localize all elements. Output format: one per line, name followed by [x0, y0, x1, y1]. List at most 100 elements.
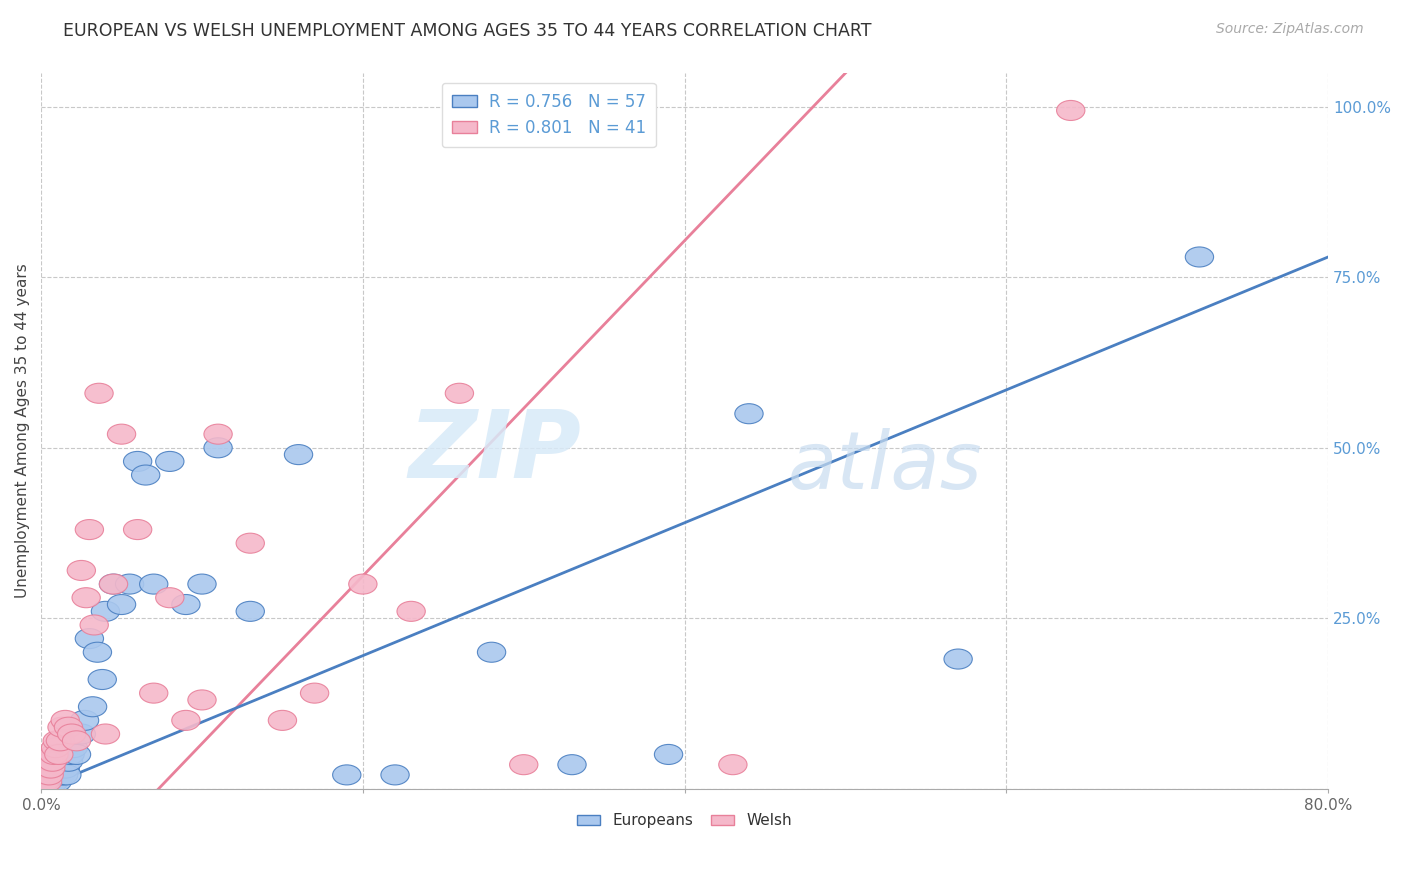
Ellipse shape [46, 731, 75, 751]
Ellipse shape [44, 772, 72, 792]
Ellipse shape [509, 755, 538, 774]
Ellipse shape [55, 717, 83, 737]
Ellipse shape [51, 758, 79, 778]
Ellipse shape [62, 731, 90, 751]
Ellipse shape [49, 764, 77, 785]
Ellipse shape [83, 642, 111, 662]
Ellipse shape [156, 451, 184, 472]
Ellipse shape [100, 574, 128, 594]
Ellipse shape [48, 758, 76, 778]
Ellipse shape [124, 451, 152, 472]
Ellipse shape [72, 588, 100, 607]
Ellipse shape [52, 764, 82, 785]
Ellipse shape [51, 710, 79, 731]
Ellipse shape [301, 683, 329, 703]
Ellipse shape [38, 764, 66, 785]
Ellipse shape [35, 764, 63, 785]
Ellipse shape [139, 683, 167, 703]
Ellipse shape [39, 758, 67, 778]
Ellipse shape [41, 758, 70, 778]
Ellipse shape [32, 764, 60, 785]
Ellipse shape [34, 758, 62, 778]
Ellipse shape [124, 519, 152, 540]
Ellipse shape [38, 751, 66, 772]
Ellipse shape [39, 772, 67, 792]
Ellipse shape [91, 724, 120, 744]
Ellipse shape [39, 745, 67, 764]
Ellipse shape [558, 755, 586, 774]
Ellipse shape [1185, 247, 1213, 267]
Ellipse shape [35, 764, 63, 785]
Ellipse shape [56, 745, 84, 764]
Ellipse shape [156, 588, 184, 607]
Ellipse shape [70, 710, 98, 731]
Ellipse shape [35, 772, 63, 792]
Ellipse shape [139, 574, 167, 594]
Ellipse shape [349, 574, 377, 594]
Ellipse shape [89, 670, 117, 690]
Text: EUROPEAN VS WELSH UNEMPLOYMENT AMONG AGES 35 TO 44 YEARS CORRELATION CHART: EUROPEAN VS WELSH UNEMPLOYMENT AMONG AGE… [63, 22, 872, 40]
Ellipse shape [59, 738, 87, 757]
Ellipse shape [67, 560, 96, 581]
Ellipse shape [41, 738, 70, 757]
Ellipse shape [44, 751, 72, 772]
Ellipse shape [55, 751, 83, 772]
Ellipse shape [38, 772, 66, 792]
Ellipse shape [446, 384, 474, 403]
Ellipse shape [67, 724, 96, 744]
Ellipse shape [34, 758, 62, 778]
Ellipse shape [478, 642, 506, 662]
Ellipse shape [30, 772, 59, 792]
Y-axis label: Unemployment Among Ages 35 to 44 years: Unemployment Among Ages 35 to 44 years [15, 263, 30, 599]
Ellipse shape [269, 710, 297, 731]
Ellipse shape [943, 649, 973, 669]
Ellipse shape [45, 758, 73, 778]
Ellipse shape [107, 424, 136, 444]
Ellipse shape [62, 745, 90, 764]
Ellipse shape [35, 758, 63, 778]
Ellipse shape [44, 764, 72, 785]
Ellipse shape [32, 764, 60, 785]
Ellipse shape [34, 772, 62, 792]
Legend: Europeans, Welsh: Europeans, Welsh [571, 807, 799, 835]
Text: Source: ZipAtlas.com: Source: ZipAtlas.com [1216, 22, 1364, 37]
Text: ZIP: ZIP [409, 406, 582, 499]
Ellipse shape [172, 710, 200, 731]
Ellipse shape [236, 533, 264, 553]
Ellipse shape [84, 384, 114, 403]
Text: atlas: atlas [787, 427, 983, 506]
Ellipse shape [381, 764, 409, 785]
Ellipse shape [48, 717, 76, 737]
Ellipse shape [172, 594, 200, 615]
Ellipse shape [396, 601, 425, 622]
Ellipse shape [1056, 101, 1085, 120]
Ellipse shape [45, 745, 73, 764]
Ellipse shape [91, 601, 120, 622]
Ellipse shape [37, 764, 65, 785]
Ellipse shape [37, 772, 65, 792]
Ellipse shape [58, 724, 86, 744]
Ellipse shape [654, 745, 683, 764]
Ellipse shape [34, 772, 62, 792]
Ellipse shape [284, 444, 312, 465]
Ellipse shape [46, 764, 75, 785]
Ellipse shape [236, 601, 264, 622]
Ellipse shape [107, 594, 136, 615]
Ellipse shape [35, 751, 63, 772]
Ellipse shape [75, 519, 104, 540]
Ellipse shape [32, 772, 60, 792]
Ellipse shape [80, 615, 108, 635]
Ellipse shape [100, 574, 128, 594]
Ellipse shape [204, 424, 232, 444]
Ellipse shape [333, 764, 361, 785]
Ellipse shape [115, 574, 143, 594]
Ellipse shape [735, 404, 763, 424]
Ellipse shape [44, 731, 72, 751]
Ellipse shape [30, 772, 59, 792]
Ellipse shape [79, 697, 107, 717]
Ellipse shape [41, 764, 70, 785]
Ellipse shape [30, 764, 59, 785]
Ellipse shape [204, 438, 232, 458]
Ellipse shape [188, 690, 217, 710]
Ellipse shape [188, 574, 217, 594]
